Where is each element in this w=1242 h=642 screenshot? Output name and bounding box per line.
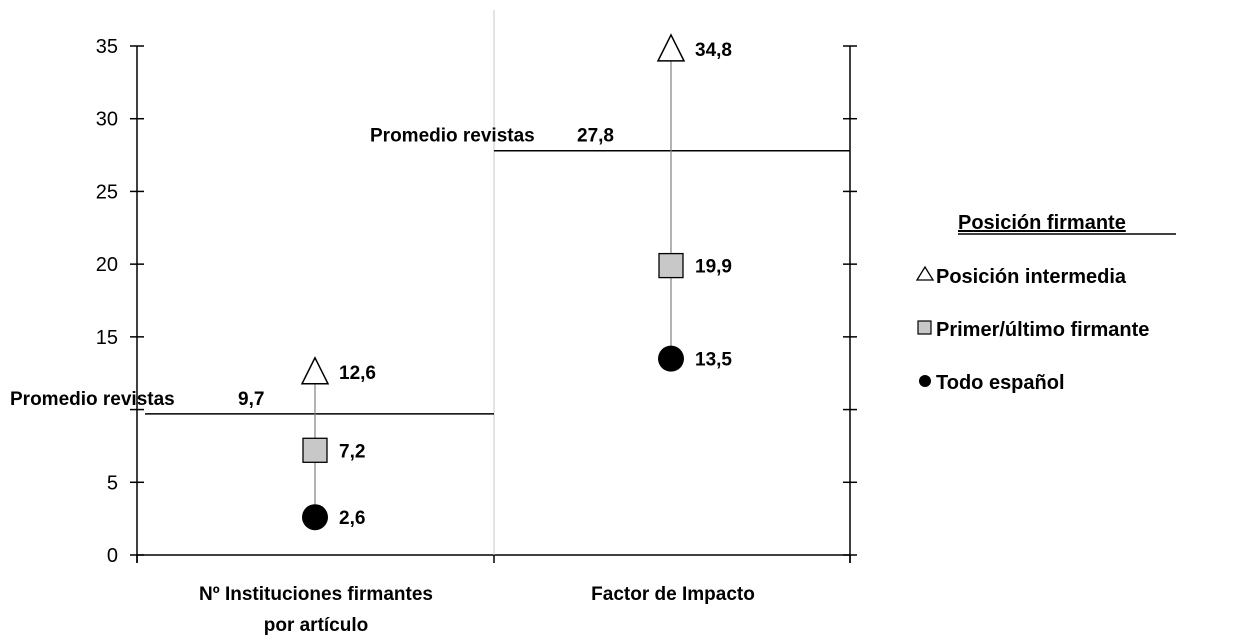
category-labels: Nº Instituciones firmantes por artículo Fa… <box>199 584 755 636</box>
triangle-marker <box>300 356 330 385</box>
category-label: Factor de Impacto <box>591 584 755 605</box>
reference-lines: Promedio revistas 9,7 Promedio revistas 27,… <box>10 126 850 415</box>
legend: Posición firmante Posición intermedia Prim… <box>915 212 1176 394</box>
y-tick-label: 20 <box>96 254 118 276</box>
legend-triangle-icon <box>915 265 935 281</box>
value-labels: 12,6 34,8 7,2 19,9 2,6 13,5 <box>339 40 732 529</box>
legend-label: Primer/último firmante <box>936 319 1149 341</box>
square-marker <box>302 437 328 463</box>
y-tick-label: 15 <box>96 327 118 349</box>
legend-item: Primer/último firmante <box>917 319 1149 341</box>
data-label: 13,5 <box>695 350 732 371</box>
legend-item: Todo español <box>919 372 1065 394</box>
y-tick-label: 30 <box>96 109 118 131</box>
data-label: 19,9 <box>695 257 732 278</box>
y-tick-label: 35 <box>96 36 118 58</box>
legend-label: Posición intermedia <box>936 266 1127 288</box>
reference-label: Promedio revistas <box>370 126 535 147</box>
category-label: por artículo <box>264 615 369 636</box>
data-label: 12,6 <box>339 363 376 384</box>
legend-label: Todo español <box>936 372 1065 394</box>
legend-square-icon <box>917 320 932 335</box>
data-label: 2,6 <box>339 508 365 529</box>
square-marker <box>658 252 684 279</box>
data-label: 34,8 <box>695 40 732 61</box>
reference-value-label: 27,8 <box>577 126 614 147</box>
reference-label: Promedio revistas <box>10 389 175 410</box>
triangle-marker <box>656 33 686 62</box>
circle-marker <box>658 345 684 372</box>
y-tick-label: 5 <box>107 472 118 494</box>
connectors <box>314 48 672 518</box>
data-label: 7,2 <box>339 441 365 462</box>
y-tick-label: 0 <box>107 545 118 567</box>
markers <box>300 33 686 531</box>
circle-marker <box>302 504 328 531</box>
legend-title: Posición firmante <box>958 212 1126 234</box>
reference-value-label: 9,7 <box>238 389 264 410</box>
legend-item: Posición intermedia <box>915 265 1127 288</box>
category-label: Nº Instituciones firmantes <box>199 584 433 605</box>
y-tick-label: 25 <box>96 181 118 203</box>
legend-circle-icon <box>919 375 931 387</box>
axes: 0 5 15 20 25 30 35 <box>96 10 857 567</box>
